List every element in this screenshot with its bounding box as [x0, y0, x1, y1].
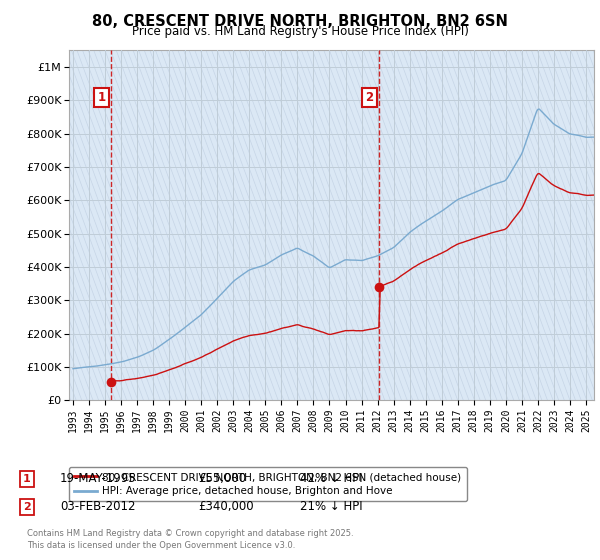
- Text: 80, CRESCENT DRIVE NORTH, BRIGHTON, BN2 6SN: 80, CRESCENT DRIVE NORTH, BRIGHTON, BN2 …: [92, 14, 508, 29]
- Text: £55,000: £55,000: [198, 472, 246, 486]
- Text: 42% ↓ HPI: 42% ↓ HPI: [300, 472, 362, 486]
- Legend: 80, CRESCENT DRIVE NORTH, BRIGHTON, BN2 6SN (detached house), HPI: Average price: 80, CRESCENT DRIVE NORTH, BRIGHTON, BN2 …: [69, 467, 467, 501]
- Text: Contains HM Land Registry data © Crown copyright and database right 2025.
This d: Contains HM Land Registry data © Crown c…: [27, 529, 353, 550]
- Text: Price paid vs. HM Land Registry's House Price Index (HPI): Price paid vs. HM Land Registry's House …: [131, 25, 469, 38]
- Text: 2: 2: [365, 91, 373, 104]
- Text: 2: 2: [23, 502, 31, 512]
- Text: 1: 1: [97, 91, 106, 104]
- Text: £340,000: £340,000: [198, 500, 254, 514]
- Text: 1: 1: [23, 474, 31, 484]
- Text: 21% ↓ HPI: 21% ↓ HPI: [300, 500, 362, 514]
- Text: 03-FEB-2012: 03-FEB-2012: [60, 500, 136, 514]
- Text: 19-MAY-1995: 19-MAY-1995: [60, 472, 137, 486]
